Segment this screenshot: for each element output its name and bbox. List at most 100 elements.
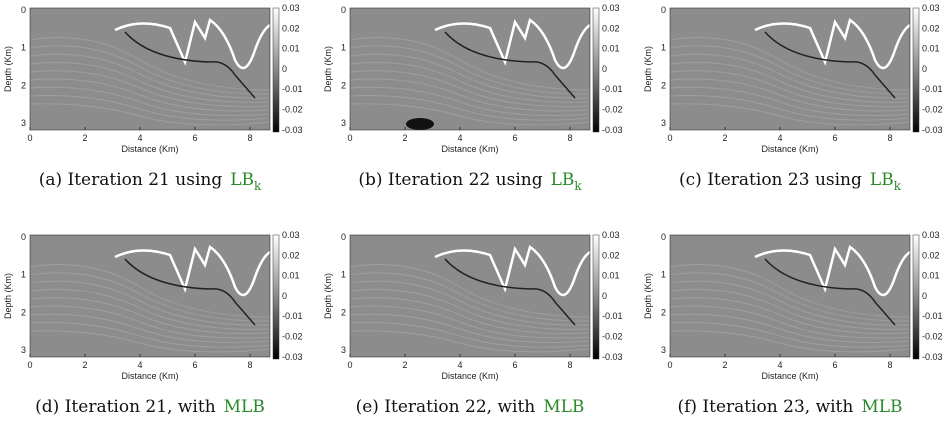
colorbar-label: -0.03 — [922, 125, 943, 135]
colorbar-label: 0.02 — [282, 250, 300, 260]
reflector — [669, 297, 911, 335]
colorbar-label: -0.03 — [602, 125, 623, 135]
caption-label: (d) Iteration 21, with — [35, 397, 216, 417]
panel: 0 2 4 6 8 0 1 2 3 Distance (Km) Depth (Km) 0.03 0.02… — [3, 230, 303, 417]
caption: (a) Iteration 21 using LBk — [39, 170, 262, 193]
colorbar-label: 0.01 — [282, 44, 300, 54]
reflector — [349, 103, 591, 126]
reflector — [349, 45, 591, 95]
y-tick-label: 1 — [341, 270, 346, 280]
reflector — [349, 288, 591, 330]
salt-bottom — [124, 258, 256, 326]
caption: (d) Iteration 21, with MLB — [35, 397, 265, 417]
reflector — [29, 103, 271, 126]
caption-label: (e) Iteration 22, with — [356, 397, 536, 417]
x-tick-label: 2 — [722, 360, 727, 370]
x-tick-label: 2 — [82, 133, 87, 143]
colorbar — [912, 7, 920, 133]
reflector — [29, 305, 271, 339]
salt-top — [434, 18, 591, 70]
colorbar-label: -0.03 — [922, 352, 943, 362]
reflector — [349, 78, 591, 112]
y-tick-label: 3 — [661, 345, 666, 355]
reflector — [669, 305, 911, 339]
colorbar-label: 0 — [282, 291, 287, 301]
y-tick-label: 3 — [341, 118, 346, 128]
x-tick-label: 8 — [247, 360, 252, 370]
axes-box — [669, 7, 911, 131]
y-tick-label: 2 — [661, 80, 666, 90]
salt-bottom — [764, 258, 896, 326]
reflector — [669, 322, 911, 348]
x-tick-label: 8 — [887, 133, 892, 143]
salt-bottom — [444, 31, 576, 99]
salt-bottom — [124, 31, 256, 99]
colorbar-label: -0.01 — [922, 311, 943, 321]
x-tick-label: 4 — [777, 360, 782, 370]
reflector — [349, 305, 591, 339]
x-tick-label: 6 — [192, 360, 197, 370]
colorbar-label: -0.01 — [602, 84, 623, 94]
x-tick-label: 8 — [887, 360, 892, 370]
reflector — [29, 70, 271, 108]
reflector — [349, 280, 591, 326]
colorbar-label: 0 — [922, 64, 927, 74]
x-tick-label: 6 — [512, 133, 517, 143]
reflector — [669, 272, 911, 322]
y-tick-label: 1 — [341, 43, 346, 53]
y-tick-label: 0 — [21, 5, 26, 15]
y-tick-label: 2 — [21, 307, 26, 317]
colorbar-label: -0.02 — [922, 332, 943, 342]
colorbar-label: 0.01 — [602, 271, 620, 281]
x-tick-label: 4 — [137, 360, 142, 370]
x-tick-label: 6 — [192, 133, 197, 143]
caption-label: (c) Iteration 23 using — [679, 170, 862, 190]
reflector — [669, 95, 911, 121]
y-tick-label: 3 — [21, 345, 26, 355]
salt-top — [754, 245, 911, 297]
colorbar-label: 0.03 — [922, 3, 940, 13]
colorbar-label: -0.01 — [922, 84, 943, 94]
y-axis-label: Depth (Km) — [643, 273, 653, 319]
reflector — [669, 288, 911, 330]
colorbar-label: 0.02 — [282, 23, 300, 33]
reflector — [29, 297, 271, 335]
y-tick-label: 1 — [21, 270, 26, 280]
y-tick-label: 3 — [341, 345, 346, 355]
x-tick-label: 0 — [27, 360, 32, 370]
y-tick-label: 1 — [661, 270, 666, 280]
x-tick-label: 8 — [567, 133, 572, 143]
reflector — [349, 86, 591, 116]
colorbar-label: -0.02 — [602, 105, 623, 115]
reflector — [349, 53, 591, 99]
y-tick-label: 0 — [661, 5, 666, 15]
panel: 0 2 4 6 8 0 1 2 3 Distance (Km) Depth (Km) 0.03 0.02… — [643, 3, 943, 193]
x-tick-label: 0 — [347, 360, 352, 370]
colorbar-label: 0.02 — [602, 250, 620, 260]
colorbar-label: 0.01 — [282, 271, 300, 281]
colorbar-label: 0.01 — [922, 44, 940, 54]
colorbar-label: -0.03 — [602, 352, 623, 362]
colorbar-label: -0.01 — [282, 311, 303, 321]
caption-label: (f) Iteration 23, with — [677, 397, 853, 417]
reflector — [349, 313, 591, 343]
reflector — [669, 70, 911, 108]
reflector — [349, 322, 591, 348]
reflector — [669, 264, 911, 318]
salt-top — [754, 18, 911, 70]
x-tick-label: 6 — [832, 360, 837, 370]
reflector — [29, 86, 271, 116]
reflector — [349, 37, 591, 91]
colorbar-label: 0.03 — [602, 230, 620, 240]
reflector — [349, 61, 591, 103]
caption-subscript: k — [894, 179, 902, 193]
reflector — [669, 280, 911, 326]
x-axis-label: Distance (Km) — [761, 371, 818, 381]
y-tick-label: 2 — [341, 307, 346, 317]
reflector — [29, 322, 271, 348]
colorbar-label: 0 — [922, 291, 927, 301]
x-tick-label: 0 — [667, 133, 672, 143]
reflector — [349, 264, 591, 318]
colorbar-label: -0.02 — [602, 332, 623, 342]
